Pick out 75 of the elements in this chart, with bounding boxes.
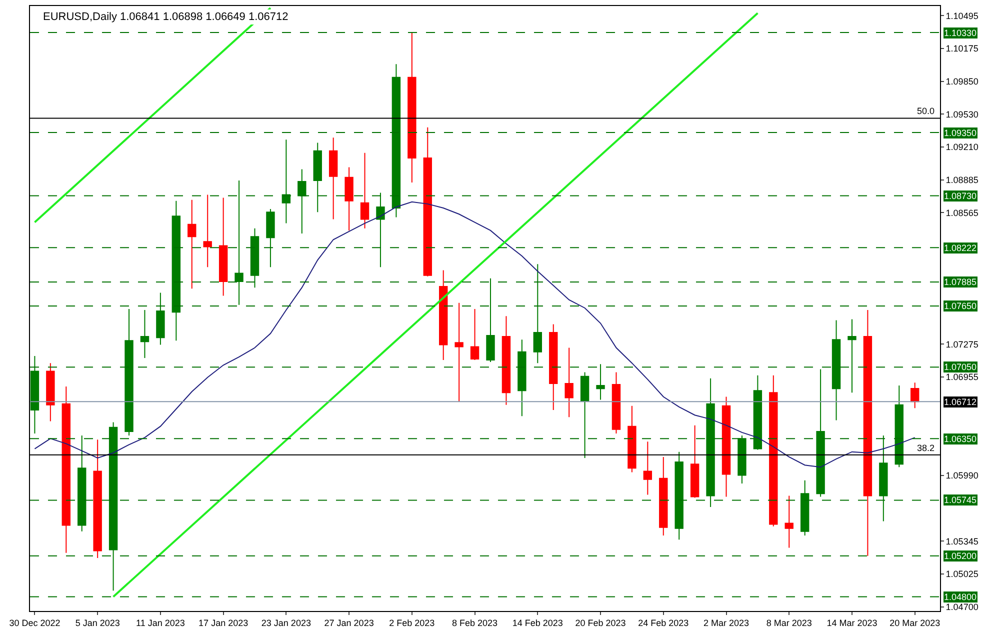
candlestick	[643, 441, 652, 496]
x-tick-label: 2 Mar 2023	[703, 618, 750, 628]
y-tick-label: 1.05345	[946, 536, 978, 546]
y-tick-label: 1.10495	[946, 10, 978, 21]
y-tick-label: 1.09210	[946, 142, 978, 152]
candlestick	[784, 495, 794, 548]
candlestick	[93, 439, 102, 558]
candlestick	[596, 364, 605, 400]
x-tick-label: 5 Jan 2023	[75, 618, 120, 628]
y-tick-label: 1.04700	[946, 602, 978, 612]
candlestick	[564, 347, 574, 418]
candlestick	[502, 316, 511, 406]
candlestick	[46, 362, 55, 422]
candlestick	[203, 194, 212, 268]
candlestick	[328, 137, 338, 220]
x-tick-label: 11 Jan 2023	[136, 618, 185, 628]
y-tick-label: 1.05025	[946, 568, 978, 579]
candlestick	[62, 386, 70, 554]
x-tick-label: 27 Jan 2023	[324, 618, 374, 628]
candlestick	[360, 152, 370, 229]
candlestick	[408, 32, 416, 183]
ref-line-label: 1.05200	[944, 551, 977, 561]
x-tick-label: 14 Feb 2023	[512, 618, 563, 628]
y-tick-label: 1.09850	[946, 76, 978, 87]
x-tick-label: 14 Mar 2023	[826, 618, 878, 628]
candlestick	[659, 456, 668, 536]
annotation: 38.2	[917, 443, 935, 453]
candlestick	[439, 270, 448, 361]
candlestick	[722, 396, 731, 498]
candlestick	[344, 166, 354, 231]
ref-line-label: 1.10330	[944, 28, 977, 38]
x-tick-label: 8 Mar 2023	[766, 618, 812, 628]
x-tick-label: 23 Jan 2023	[261, 618, 311, 628]
ref-line-label: 1.08222	[944, 243, 977, 253]
x-tick-label: 2 Feb 2023	[389, 618, 435, 628]
ref-line-label: 1.07050	[944, 362, 977, 372]
ref-line-label: 1.06350	[944, 434, 977, 444]
ref-line-label: 1.07650	[944, 301, 977, 311]
candlestick	[580, 372, 590, 458]
chart-title: EURUSD,Daily 1.06841 1.06898 1.06649 1.06712	[43, 11, 288, 23]
x-tick-label: 17 Jan 2023	[198, 618, 248, 628]
candlestick	[628, 405, 636, 473]
candlestick	[863, 310, 872, 556]
y-tick-label: 1.09530	[946, 109, 978, 120]
y-tick-label: 1.06955	[946, 372, 978, 382]
x-tick-label: 20 Mar 2023	[890, 618, 940, 628]
text: 1.06712	[944, 397, 977, 407]
y-tick-label: 1.08885	[946, 175, 978, 186]
y-tick-label: 1.10175	[946, 43, 978, 54]
candlestick	[140, 310, 150, 358]
candlestick	[690, 424, 700, 498]
ref-line-label: 1.08730	[944, 191, 977, 201]
y-tick-label: 1.05990	[946, 470, 978, 480]
ref-line-label: 1.07885	[944, 277, 977, 287]
candlestick	[470, 308, 480, 361]
candlestick	[612, 372, 621, 434]
annotation: 50.0	[917, 106, 935, 116]
x-tick-label: 8 Feb 2023	[452, 618, 498, 628]
y-tick-label: 1.07275	[946, 339, 978, 350]
candlestick	[769, 374, 778, 527]
candlestick	[910, 382, 920, 409]
x-tick-label: 30 Dec 2022	[9, 618, 60, 628]
x-tick-label: 20 Feb 2023	[575, 618, 626, 628]
candlestick	[848, 318, 856, 394]
candlestick	[188, 199, 196, 290]
ref-line-label: 1.09350	[944, 128, 977, 138]
candlestick	[423, 126, 432, 277]
x-tick-label: 24 Feb 2023	[638, 618, 689, 628]
line-series	[34, 201, 916, 468]
y-tick-label: 1.08565	[946, 208, 978, 218]
ref-line-label: 1.04800	[944, 592, 977, 602]
candlestick	[549, 324, 558, 411]
candlestick	[218, 197, 228, 296]
ref-line-label: 1.05745	[944, 495, 977, 505]
candlestick	[454, 302, 464, 402]
